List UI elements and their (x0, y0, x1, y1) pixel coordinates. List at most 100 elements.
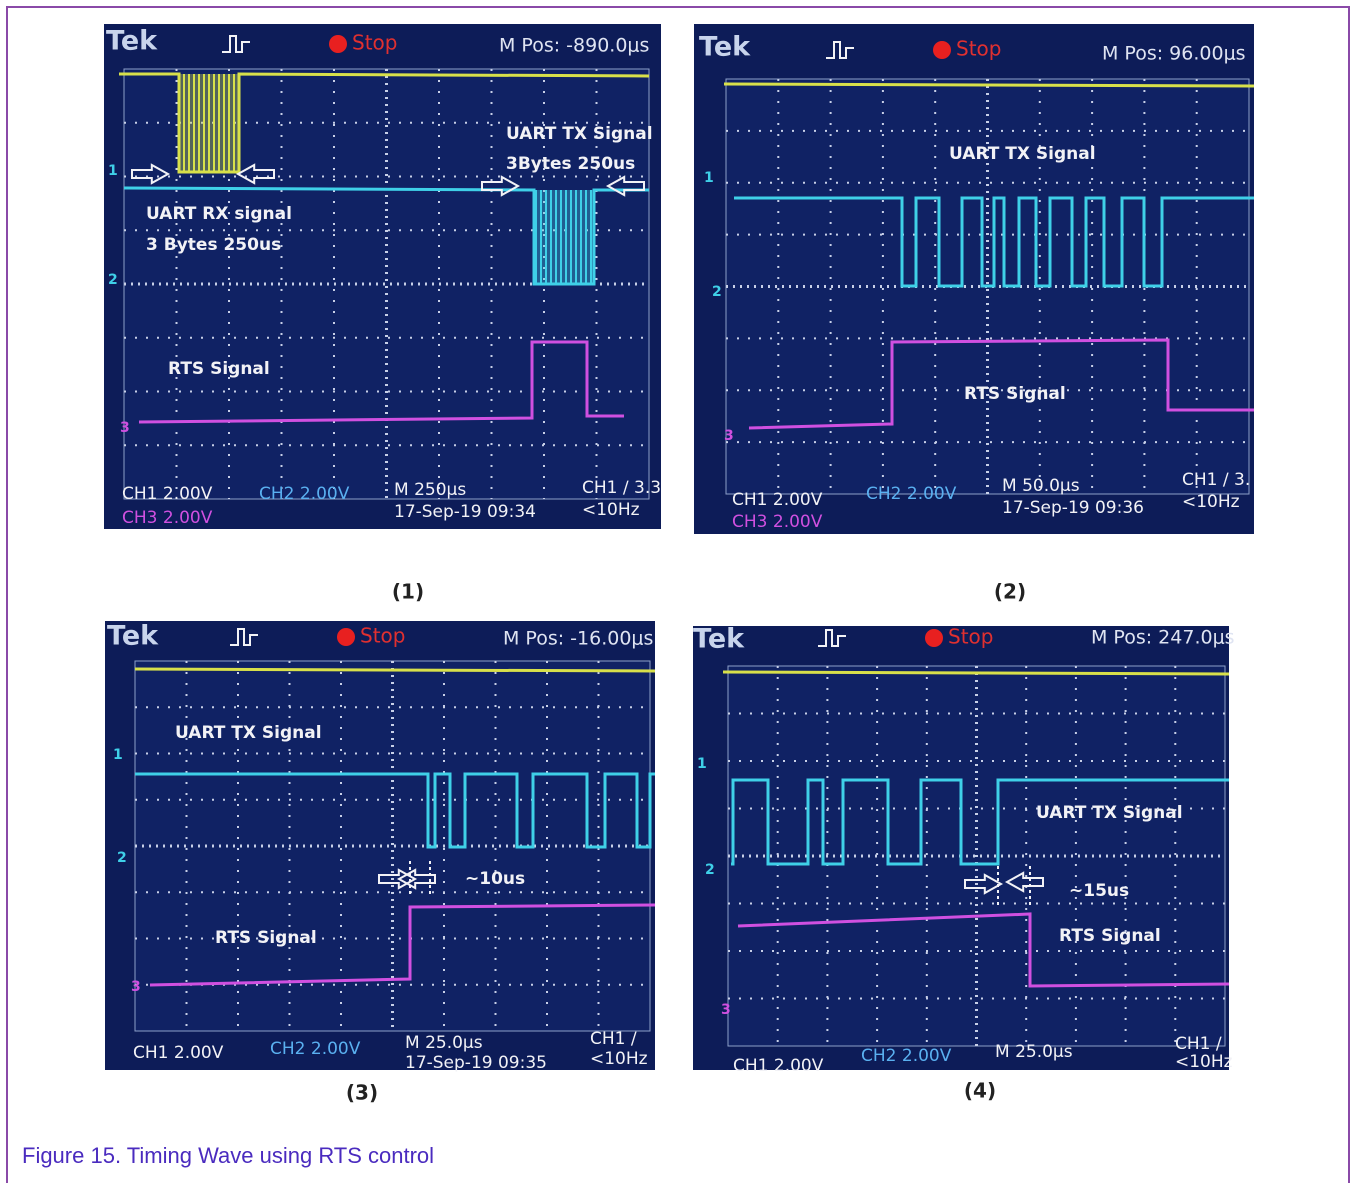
annotation: UART TX Signal (1036, 803, 1183, 823)
channel-marker: 1 (697, 756, 707, 772)
readout: CH1 ∕ (1175, 1034, 1222, 1054)
annotation: 3Bytes 250us (506, 154, 635, 174)
signal-trace (737, 912, 1230, 988)
arrow (235, 163, 275, 185)
annotation: ~10us (465, 869, 525, 889)
readout: CH1 2.00V (133, 1043, 224, 1063)
annotation: RTS Signal (1059, 926, 1161, 946)
position: M Pos: -890.0μs (499, 35, 649, 57)
readout: CH2 2.00V (866, 484, 957, 504)
signal-trace (748, 338, 1254, 430)
readout: CH2 2.00V (861, 1046, 952, 1066)
channel-marker: 2 (712, 284, 722, 300)
readout: M 250μs (394, 480, 466, 500)
readout: M 50.0μs (1002, 476, 1080, 496)
arrow (605, 175, 645, 197)
brand: Tek (107, 621, 159, 652)
channel-marker: 3 (131, 979, 141, 995)
brand: Tek (693, 624, 745, 655)
brand: Tek (106, 26, 158, 57)
status: Stop (948, 625, 993, 649)
trigger-icon (826, 41, 854, 59)
readout: M 25.0μs (405, 1033, 483, 1053)
trigger-icon (818, 629, 846, 647)
status: Stop (352, 31, 397, 55)
readout: CH1 ∕ (590, 1029, 637, 1049)
stop-led (329, 35, 347, 53)
brand: Tek (699, 32, 751, 63)
stop-led (933, 41, 951, 59)
arrow (481, 175, 521, 197)
readout: CH1 ∕ 3. (1182, 470, 1250, 490)
readout: CH3 2.00V (122, 508, 213, 528)
stop-led (337, 628, 355, 646)
readout: CH1 2.00V (732, 490, 823, 510)
channel-marker: 1 (108, 163, 118, 179)
annotation: UART RX signal (146, 204, 292, 224)
arrow (131, 163, 171, 185)
annotation: 3 Bytes 250us (146, 235, 281, 255)
signal-trace (722, 670, 1230, 676)
scope-screen: Tek Stop M Pos: 96.00μs UART TX Signal RTS S… (694, 24, 1255, 534)
arrow (1004, 871, 1044, 893)
annotation: RTS Signal (964, 384, 1066, 404)
signal-trace (149, 903, 656, 987)
stop-led (925, 629, 943, 647)
channel-marker: 3 (724, 428, 734, 444)
channel-marker: 2 (108, 272, 118, 288)
readout: 17-Sep-19 09:34 (394, 502, 536, 522)
readout: <10Hz (590, 1049, 648, 1069)
readout: CH3 2.00V (732, 512, 823, 532)
trigger-icon (222, 35, 250, 53)
scope-screen: Tek Stop M Pos: 247.0μs UART TX Signal RTS S… (693, 624, 1235, 1076)
position: M Pos: -16.00μs (503, 628, 653, 650)
signal-trace (135, 772, 655, 849)
status: Stop (360, 624, 405, 648)
panel-label: (4) (964, 1079, 996, 1103)
signal-trace (123, 186, 649, 286)
signal-trace (134, 667, 656, 673)
readout: CH2 2.00V (259, 484, 350, 504)
annotation: UART TX Signal (949, 144, 1096, 164)
annotation: RTS Signal (215, 928, 317, 948)
readout: CH1 ∕ 3.3 (582, 478, 661, 498)
readout: CH1 2.00V (122, 484, 213, 504)
caption: Figure 15. Timing Wave using RTS control (22, 1143, 434, 1168)
readout: CH1 2.00V (733, 1056, 824, 1076)
position: M Pos: 247.0μs (1091, 627, 1235, 649)
readout: M 25.0μs (995, 1042, 1073, 1062)
readout: <10Hz (1175, 1052, 1233, 1072)
frame (6, 6, 1350, 1183)
channel-marker: 3 (721, 1002, 731, 1018)
readout: <10Hz (582, 500, 640, 520)
channel-marker: 1 (704, 170, 714, 186)
signal-trace (734, 196, 1254, 288)
signal-trace (119, 72, 650, 174)
readout: 17-Sep-19 09:36 (1002, 498, 1144, 518)
arrow (964, 873, 1004, 895)
scope-screen: Tek Stop M Pos: -890.0μs UART TX Signal 3Byt… (104, 24, 661, 529)
channel-marker: 1 (113, 747, 123, 763)
panel-label: (1) (392, 580, 424, 604)
panel-label: (3) (346, 1081, 378, 1105)
channel-marker: 2 (705, 862, 715, 878)
channel-marker: 2 (117, 850, 127, 866)
signal-trace (138, 340, 624, 424)
position: M Pos: 96.00μs (1102, 43, 1246, 65)
readout: CH2 2.00V (270, 1039, 361, 1059)
channel-marker: 3 (120, 420, 130, 436)
status: Stop (956, 37, 1001, 61)
panel-label: (2) (994, 580, 1026, 604)
trigger-icon (230, 628, 258, 646)
readout: 17-Sep-19 09:35 (405, 1053, 547, 1073)
arrow (396, 868, 436, 890)
annotation: UART TX Signal (175, 723, 322, 743)
signal-trace (731, 778, 1229, 866)
signal-trace (723, 82, 1255, 88)
annotation: RTS Signal (168, 359, 270, 379)
annotation: UART TX Signal (506, 124, 653, 144)
readout: <10Hz (1182, 492, 1240, 512)
scope-screen: Tek Stop M Pos: -16.00μs UART TX Signal RTS … (105, 621, 656, 1073)
